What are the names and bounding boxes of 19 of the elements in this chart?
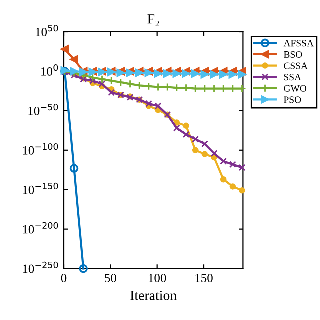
- y-tick-label: 10$^{−200}$: [23, 222, 58, 234]
- x-axis-title: Iteration: [130, 290, 177, 300]
- legend-label: SSA: [284, 74, 302, 81]
- x-tick-label: 50: [105, 274, 116, 282]
- x-tick-label: 100: [149, 274, 166, 282]
- legend-label: PSO: [284, 96, 302, 104]
- y-tick-label: 10$^{−100}$: [23, 143, 58, 155]
- legend-label: CSSA: [284, 62, 308, 70]
- legend-label: GWO: [284, 85, 307, 92]
- y-tick-label: 10$^{−250}$: [23, 262, 58, 274]
- legend-label: BSO: [284, 51, 302, 58]
- y-tick-label: 10$^{−150}$: [23, 182, 58, 194]
- y-tick-label: 10$^{−50}$: [28, 104, 58, 116]
- legend-label: AFSSA: [284, 40, 314, 47]
- chart-title: F₂: [148, 14, 160, 26]
- y-tick-label: 10$^{50}$: [36, 25, 58, 36]
- x-tick-label: 150: [196, 274, 213, 282]
- x-tick-label: 0: [61, 274, 67, 282]
- y-tick-label: 10$^{0}$: [42, 64, 58, 76]
